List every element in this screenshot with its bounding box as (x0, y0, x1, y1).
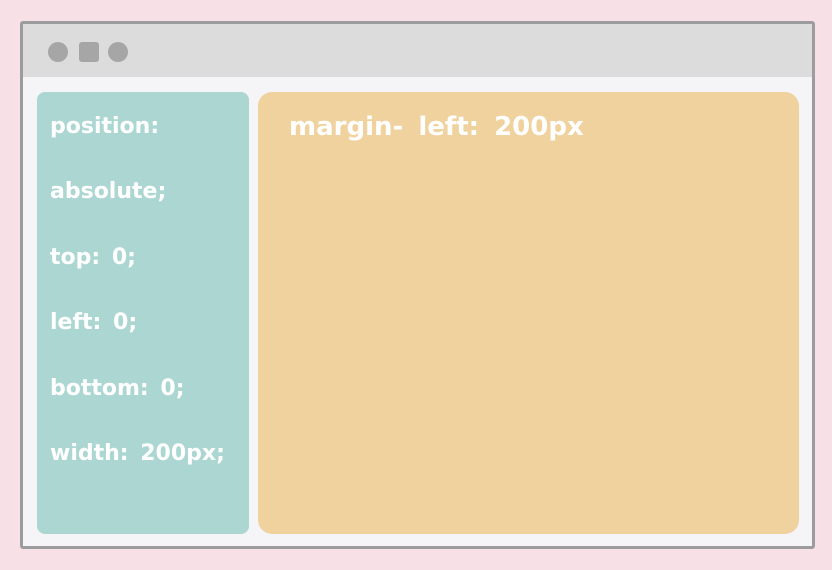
sidebar-css-line: position: (50, 114, 160, 139)
sidebar-css-line: top: 0; (50, 244, 136, 270)
window-close-control[interactable] (48, 42, 68, 62)
main-content-panel: margin- left: 200px (258, 92, 799, 534)
sidebar-css-line: left: 0; (50, 310, 138, 336)
sidebar-css-line: width: 200px; (50, 440, 225, 466)
window-titlebar (23, 24, 812, 77)
sidebar-css-line: absolute; (50, 179, 167, 205)
browser-window: position: absolute; top: 0; left: 0; bot… (20, 21, 815, 549)
sidebar-panel: position: absolute; top: 0; left: 0; bot… (37, 92, 249, 534)
main-css-heading: margin- left: 200px (289, 112, 584, 142)
window-maximize-control[interactable] (108, 42, 128, 62)
sidebar-css-line: bottom: 0; (50, 375, 185, 401)
window-minimize-control[interactable] (79, 42, 99, 62)
